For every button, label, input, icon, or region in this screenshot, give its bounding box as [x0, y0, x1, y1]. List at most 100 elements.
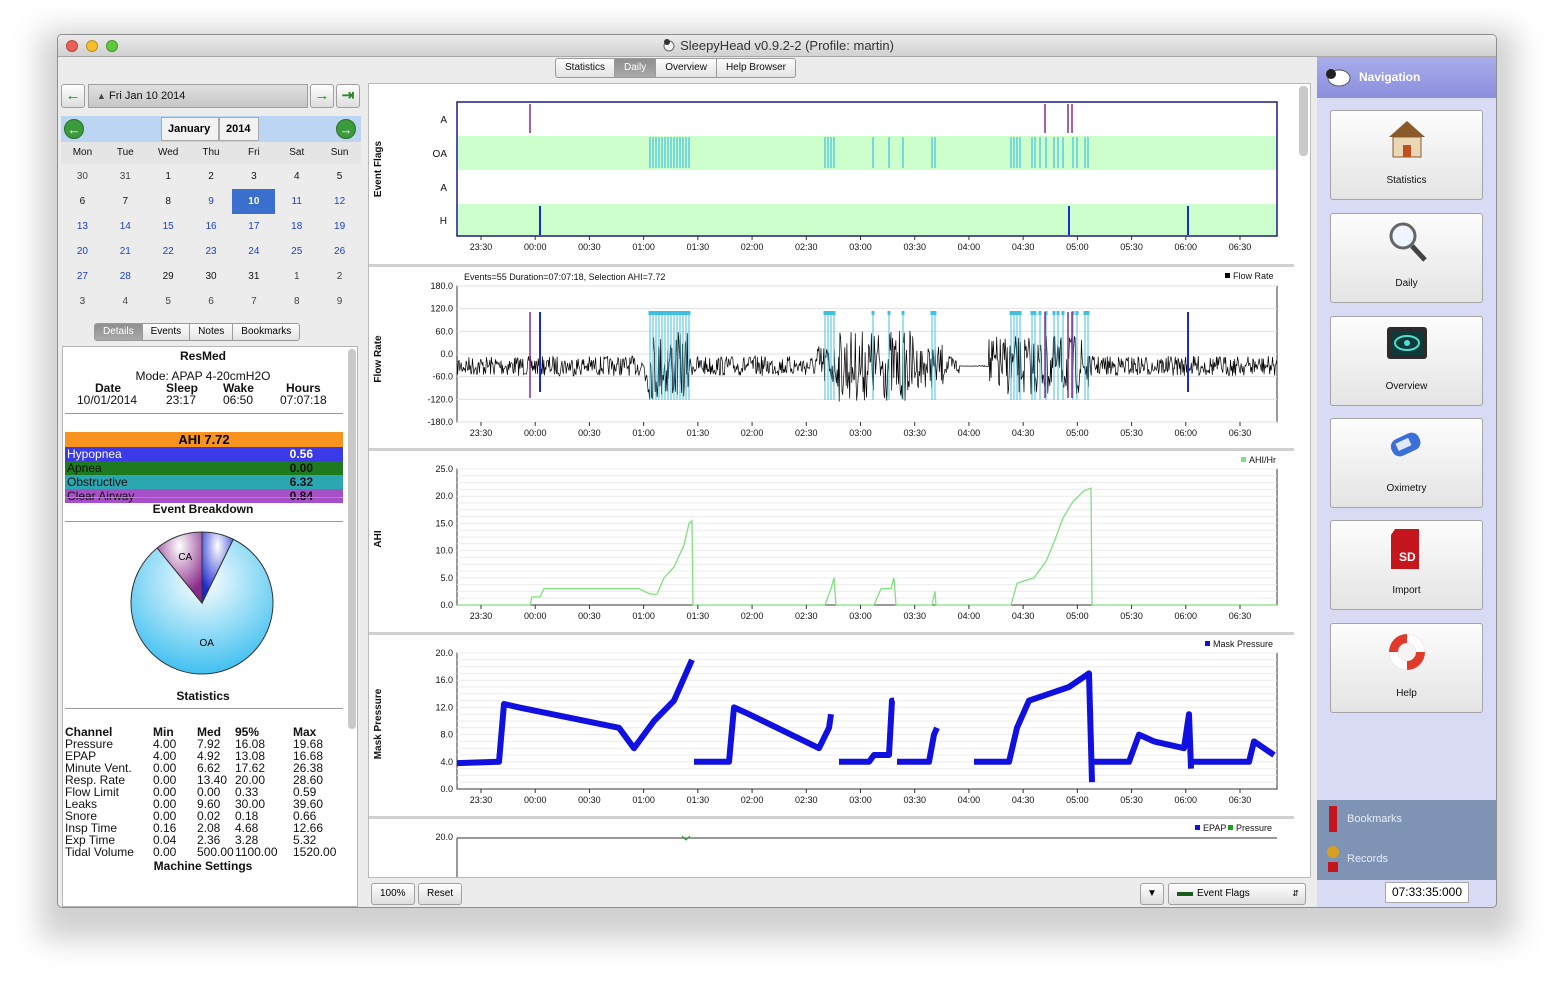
calendar-day[interactable]: 6 — [208, 296, 214, 307]
pie-label: CA — [178, 552, 192, 563]
calendar-day[interactable]: 31 — [119, 171, 131, 182]
calendar-day[interactable]: 20 — [76, 246, 88, 257]
prev-day-button[interactable]: ← — [61, 84, 85, 108]
calendar-day[interactable]: 2 — [208, 171, 214, 182]
calendar-day[interactable]: 1 — [165, 171, 171, 182]
dropdown-arrow-icon[interactable]: ▼ — [1140, 883, 1164, 905]
calendar-day[interactable]: 13 — [76, 221, 88, 232]
zoom-100-button[interactable]: 100% — [371, 883, 415, 905]
calendar-day[interactable]: 4 — [122, 296, 129, 307]
calendar-day[interactable]: 19 — [334, 221, 346, 232]
mask-pressure-line — [1094, 711, 1194, 769]
pressure-legend: Mask Pressure — [1213, 639, 1273, 649]
calendar-day[interactable]: 3 — [79, 296, 86, 307]
tab-bookmarks[interactable]: Bookmarks — [241, 326, 292, 337]
calendar-day[interactable]: 21 — [119, 246, 131, 257]
calendar-day[interactable]: 3 — [251, 171, 257, 182]
nav-daily-button[interactable]: Daily — [1330, 213, 1483, 303]
minimize-icon[interactable] — [86, 40, 98, 52]
nav-bookmarks[interactable]: Bookmarks — [1347, 813, 1403, 825]
nav-import-button[interactable]: SD Import — [1330, 520, 1483, 610]
year-select[interactable]: 2014 — [219, 117, 259, 141]
window-title: SleepyHead v0.9.2-2 (Profile: martin) — [680, 38, 894, 53]
calendar-day[interactable]: 7 — [122, 196, 129, 207]
calendar-day[interactable]: 16 — [205, 221, 217, 232]
calendar-day[interactable]: 23 — [205, 246, 217, 257]
calendar-day[interactable]: 22 — [162, 246, 174, 257]
x-tick-label: 01:30 — [687, 242, 710, 252]
calendar-day[interactable]: 25 — [291, 246, 303, 257]
calendar-day[interactable]: 31 — [248, 271, 260, 282]
x-tick-label: 05:30 — [1120, 795, 1143, 805]
nav-statistics-button[interactable]: Statistics — [1330, 110, 1483, 200]
calendar-day[interactable]: 29 — [162, 271, 174, 282]
tab-events[interactable]: Events — [143, 324, 191, 340]
x-tick-label: 05:30 — [1120, 242, 1143, 252]
date-field[interactable]: ▲ Fri Jan 10 2014 — [88, 84, 308, 108]
tab-notes[interactable]: Notes — [190, 324, 234, 340]
calendar-day[interactable]: 26 — [334, 246, 346, 257]
stats-cell: Exp Time — [65, 833, 116, 847]
next-month-button[interactable]: → — [336, 119, 356, 139]
nav-overview-button[interactable]: Overview — [1330, 316, 1483, 406]
nav-records[interactable]: Records — [1347, 853, 1388, 865]
calendar-day[interactable]: 8 — [165, 196, 171, 207]
calendar-day[interactable]: 18 — [291, 221, 303, 232]
stats-cell: Insp Time — [65, 821, 118, 835]
month-select[interactable]: January — [161, 117, 219, 141]
legend-swatch — [1228, 825, 1233, 830]
nav-help-button[interactable]: Help — [1330, 623, 1483, 713]
calendar-day[interactable]: 30 — [76, 171, 88, 182]
epap-legend: EPAP — [1203, 823, 1226, 833]
x-tick-label: 02:00 — [741, 611, 764, 621]
calendar-day[interactable]: 5 — [165, 296, 171, 307]
calendar-day[interactable]: 12 — [334, 196, 346, 207]
nav-oximetry-button[interactable]: Oximetry — [1330, 418, 1483, 508]
calendar-day[interactable]: 11 — [291, 196, 302, 207]
calendar-day[interactable]: 17 — [248, 221, 260, 232]
tab-overview[interactable]: Overview — [656, 59, 717, 77]
zoom-icon[interactable] — [106, 40, 118, 52]
calendar-day[interactable]: 7 — [251, 296, 257, 307]
event-breakdown-pie: OA CA — [130, 531, 274, 675]
tab-daily[interactable]: Daily — [615, 59, 657, 77]
last-day-button[interactable]: ⇥ — [336, 84, 360, 108]
calendar-day[interactable]: 9 — [336, 296, 343, 307]
x-tick-label: 05:30 — [1120, 428, 1143, 438]
x-tick-label: 04:00 — [958, 242, 981, 252]
calendar-day[interactable]: 14 — [119, 221, 131, 232]
calendar-day[interactable]: 5 — [336, 171, 343, 182]
reset-button[interactable]: Reset — [418, 883, 463, 905]
breakdown-title: Event Breakdown — [152, 502, 254, 516]
flow-oa-marker — [829, 311, 833, 315]
calendar-day[interactable]: 27 — [76, 271, 88, 282]
x-tick-label: 00:00 — [524, 795, 547, 805]
tab-details[interactable]: Details — [95, 324, 143, 340]
stats-cell: 4.00 — [153, 737, 177, 751]
flow-oa-marker — [832, 311, 836, 315]
y-tick-label: 12.0 — [435, 702, 453, 712]
calendar-day[interactable]: 4 — [293, 171, 300, 182]
calendar-day[interactable]: 28 — [119, 271, 131, 282]
details-scrollbar[interactable] — [348, 349, 356, 729]
calendar-day[interactable]: 10 — [232, 189, 276, 214]
index-row: Obstructive 6.32 — [65, 475, 343, 489]
close-icon[interactable] — [66, 40, 78, 52]
graph-scrollbar[interactable] — [1299, 86, 1308, 156]
calendar-day[interactable]: 1 — [293, 271, 300, 282]
graph-select[interactable]: Event Flags ⇵ — [1168, 883, 1306, 905]
calendar-day[interactable]: 2 — [336, 271, 343, 282]
flow-oa-marker — [657, 311, 661, 315]
calendar-day[interactable]: 15 — [162, 221, 174, 232]
calendar-day[interactable]: 9 — [208, 196, 214, 207]
calendar-day[interactable]: 8 — [293, 296, 300, 307]
next-day-button[interactable]: → — [310, 84, 334, 108]
tab-statistics[interactable]: Statistics — [556, 59, 616, 77]
calendar-day[interactable]: 30 — [205, 271, 217, 282]
tab-help-browser[interactable]: Help Browser — [725, 62, 786, 73]
prev-month-button[interactable]: ← — [64, 119, 84, 139]
weekday-label: Fri — [248, 147, 260, 158]
calendar-day[interactable]: 24 — [248, 246, 260, 257]
x-tick-label: 02:30 — [795, 242, 818, 252]
calendar-day[interactable]: 6 — [79, 196, 86, 207]
